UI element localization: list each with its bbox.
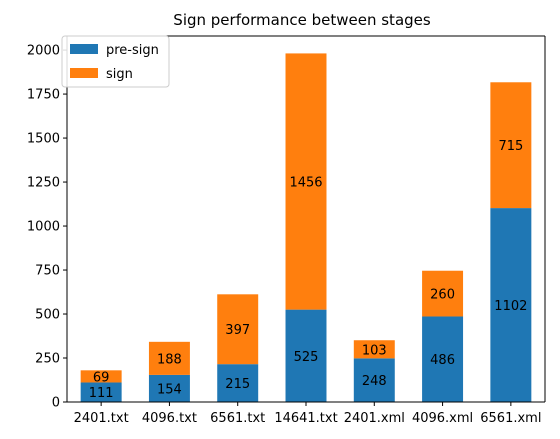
data-label-sign-2401.txt: 69: [93, 370, 110, 385]
x-tick-label: 6561.xml: [480, 411, 541, 426]
y-tick-label: 2000: [27, 44, 60, 59]
x-tick-label: 4096.txt: [142, 411, 197, 426]
bar-pre-sign-4096.xml: [422, 316, 464, 402]
x-tick-label: 6561.txt: [210, 411, 265, 426]
bar-pre-sign-4096.txt: [148, 374, 190, 402]
x-tick-label: 4096.xml: [412, 411, 473, 426]
y-tick-label: 750: [35, 264, 60, 279]
data-label-sign-4096.txt: 188: [157, 352, 182, 367]
bar-pre-sign-6561.xml: [490, 208, 532, 402]
y-tick-label: 1250: [27, 176, 60, 191]
x-tick-label: 2401.xml: [344, 411, 405, 426]
data-label-sign-14641.txt: 1456: [289, 176, 322, 191]
legend-label-sign: sign: [106, 67, 133, 82]
bar-sign-2401.xml: [353, 340, 395, 359]
bar-sign-6561.xml: [490, 82, 532, 209]
y-tick-label: 500: [35, 308, 60, 323]
y-tick-label: 1500: [27, 132, 60, 147]
y-tick-label: 1750: [27, 88, 60, 103]
bar-pre-sign-6561.txt: [217, 364, 259, 402]
legend-swatch-pre-sign: [70, 44, 98, 54]
bar-pre-sign-2401.xml: [353, 358, 395, 402]
data-label-pre-sign-4096.txt: 154: [157, 382, 182, 397]
bar-sign-4096.txt: [148, 341, 190, 375]
bar-pre-sign-2401.txt: [80, 382, 122, 402]
y-tick-label: 0: [52, 396, 60, 411]
data-label-sign-2401.xml: 103: [362, 343, 387, 358]
data-label-pre-sign-2401.xml: 248: [362, 374, 387, 389]
data-label-pre-sign-6561.xml: 1102: [494, 299, 527, 314]
legend-label-pre-sign: pre-sign: [106, 43, 159, 58]
data-label-pre-sign-2401.txt: 111: [89, 386, 114, 401]
data-label-pre-sign-14641.txt: 525: [294, 350, 319, 365]
bar-sign-2401.txt: [80, 370, 122, 383]
legend-swatch-sign: [70, 68, 98, 78]
data-label-sign-6561.txt: 397: [225, 323, 250, 338]
bar-sign-4096.xml: [422, 270, 464, 317]
data-label-sign-6561.xml: 715: [498, 139, 523, 154]
legend: pre-sign sign: [61, 35, 170, 88]
data-label-pre-sign-6561.txt: 215: [225, 377, 250, 392]
y-tick-label: 1000: [27, 220, 60, 235]
bar-pre-sign-14641.txt: [285, 309, 327, 402]
axes-layer: 0 250 500 750 1000 1250 1500 1750 2000 2401.txt 40…: [27, 35, 546, 426]
bar-sign-6561.txt: [217, 294, 259, 365]
chart-title: Sign performance between stages: [173, 11, 431, 29]
data-label-pre-sign-4096.xml: 486: [430, 353, 455, 368]
y-tick-label: 250: [35, 352, 60, 367]
data-label-sign-4096.xml: 260: [430, 288, 455, 303]
bars-layer: [80, 53, 532, 402]
bar-sign-14641.txt: [285, 53, 327, 310]
x-tick-label: 14641.txt: [274, 411, 337, 426]
x-tick-label: 2401.txt: [74, 411, 129, 426]
